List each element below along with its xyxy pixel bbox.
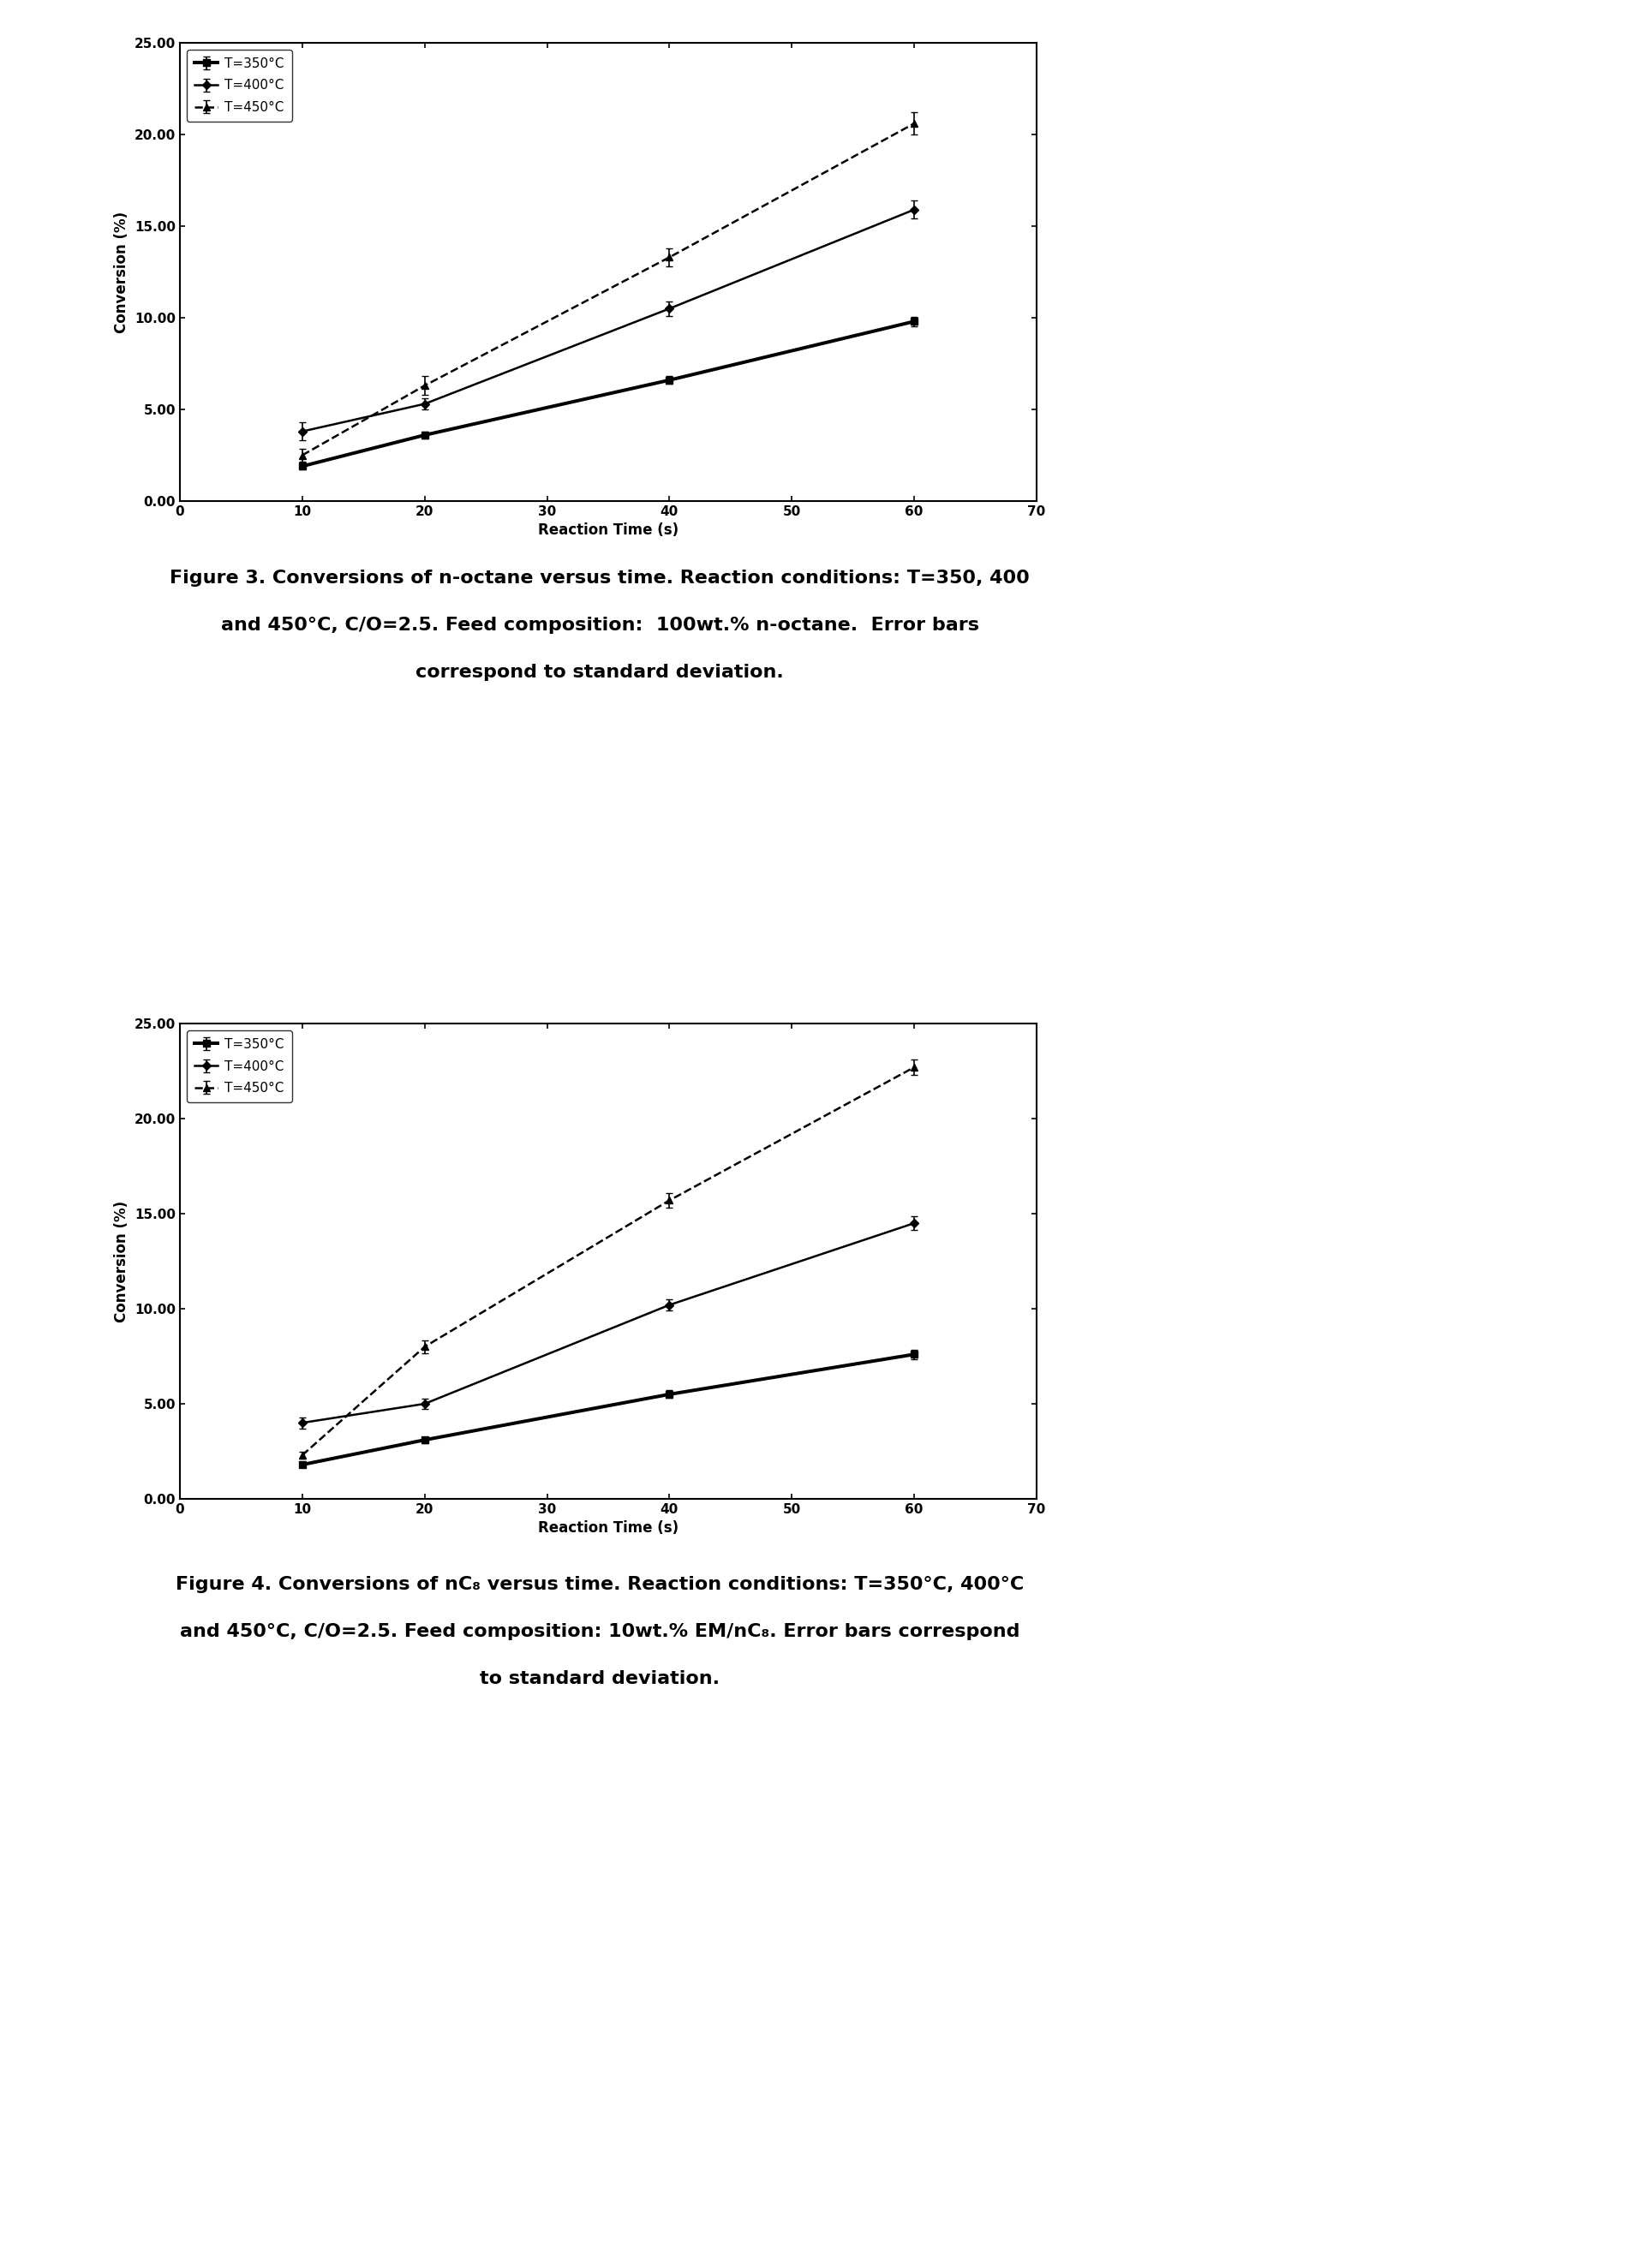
- Text: to standard deviation.: to standard deviation.: [480, 1669, 720, 1687]
- Text: and 450°C, C/O=2.5. Feed composition:  100wt.% n-octane.  Error bars: and 450°C, C/O=2.5. Feed composition: 10…: [220, 617, 978, 633]
- Text: correspond to standard deviation.: correspond to standard deviation.: [416, 665, 783, 680]
- Y-axis label: Conversion (%): Conversion (%): [114, 211, 129, 333]
- Text: Figure 4. Conversions of nC₈ versus time. Reaction conditions: T=350°C, 400°C: Figure 4. Conversions of nC₈ versus time…: [175, 1576, 1023, 1592]
- X-axis label: Reaction Time (s): Reaction Time (s): [537, 524, 679, 538]
- Legend: T=350°C, T=400°C, T=450°C: T=350°C, T=400°C, T=450°C: [186, 50, 292, 122]
- Text: and 450°C, C/O=2.5. Feed composition: 10wt.% EM/nC₈. Error bars correspond: and 450°C, C/O=2.5. Feed composition: 10…: [180, 1624, 1018, 1640]
- X-axis label: Reaction Time (s): Reaction Time (s): [537, 1520, 679, 1535]
- Legend: T=350°C, T=400°C, T=450°C: T=350°C, T=400°C, T=450°C: [186, 1030, 292, 1102]
- Text: Figure 3. Conversions of n-octane versus time. Reaction conditions: T=350, 400: Figure 3. Conversions of n-octane versus…: [170, 569, 1030, 587]
- Y-axis label: Conversion (%): Conversion (%): [114, 1200, 129, 1322]
